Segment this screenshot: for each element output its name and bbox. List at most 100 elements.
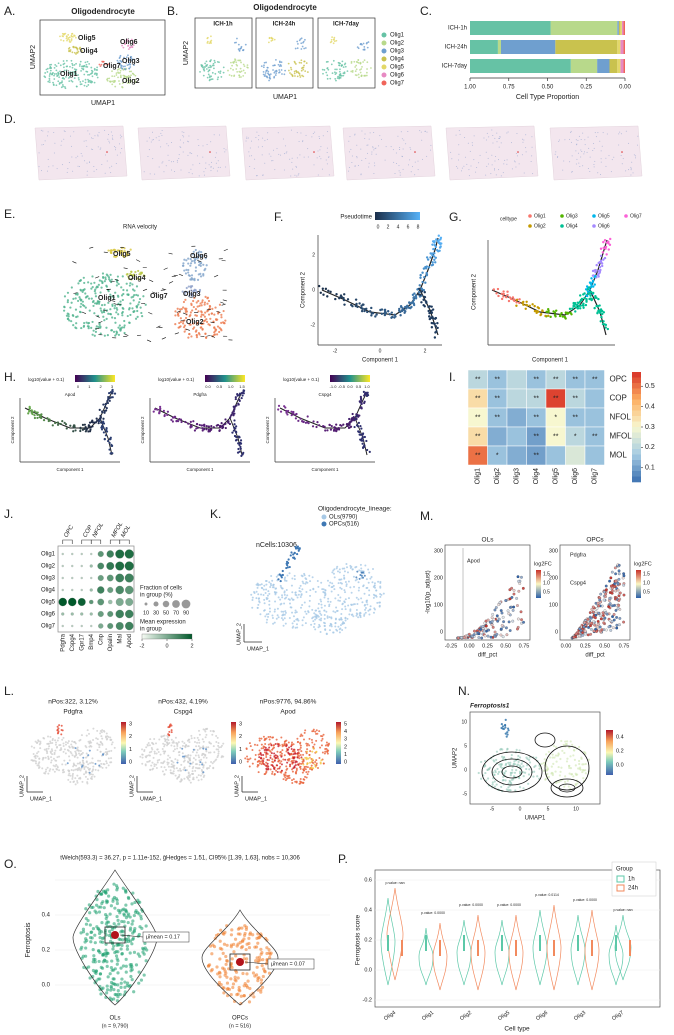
cell-dot xyxy=(105,736,108,739)
cell-dot xyxy=(55,65,58,68)
cell-dot xyxy=(83,84,86,87)
cell-dot xyxy=(317,585,320,588)
cell-dot xyxy=(603,256,607,260)
cell-dot xyxy=(47,755,50,758)
cell-dot xyxy=(71,145,73,147)
significance-label: ** xyxy=(553,376,559,383)
velocity-arrow xyxy=(220,301,225,304)
cell-dot xyxy=(54,765,57,768)
cell-dot xyxy=(434,331,437,334)
cell-dot xyxy=(101,272,105,275)
cell-dot xyxy=(130,80,133,83)
cell-dot xyxy=(594,274,597,278)
cell-dot xyxy=(158,139,160,141)
cell-dot xyxy=(451,158,453,160)
velocity-arrow xyxy=(161,337,166,340)
cell-dot xyxy=(535,309,538,313)
cell-dot xyxy=(367,609,370,612)
cell-dot xyxy=(197,767,200,770)
trajectory xyxy=(321,237,439,316)
cell-dot xyxy=(99,750,102,753)
cell-dot xyxy=(187,336,190,339)
cell-dot xyxy=(88,745,91,748)
cell-dot xyxy=(292,598,295,601)
cell-dot xyxy=(355,614,358,617)
cell-dot xyxy=(313,164,315,166)
cell-dot xyxy=(318,730,321,733)
cell-dot xyxy=(179,317,182,320)
cell-dot xyxy=(63,770,66,773)
colorbar xyxy=(632,432,641,439)
cell-dot xyxy=(125,62,127,64)
cell-dot xyxy=(264,74,266,76)
cell-dot xyxy=(361,130,363,132)
cell-dot xyxy=(294,591,297,594)
cell-dot xyxy=(306,581,309,584)
cell-dot xyxy=(160,735,163,738)
cell-dot xyxy=(191,770,194,773)
cell-dot xyxy=(84,765,87,768)
axis-label: Component 2 xyxy=(301,271,307,308)
cell-dot xyxy=(58,724,61,727)
cluster-label: Olig4 xyxy=(80,48,98,55)
category-label: ICH-1h xyxy=(448,26,467,32)
cell-dot xyxy=(235,63,238,66)
cell-dot xyxy=(81,780,84,783)
cell-dot xyxy=(79,426,82,429)
cell-dot xyxy=(112,330,116,333)
cell-dot xyxy=(275,738,278,741)
cell-dot xyxy=(111,388,114,391)
cell-dot xyxy=(96,66,99,69)
cell-dot xyxy=(430,149,432,151)
cell-dot xyxy=(86,778,89,781)
cell-dot xyxy=(576,307,580,310)
cell-dot xyxy=(260,593,263,596)
cell-dot xyxy=(224,418,227,421)
trajectory xyxy=(99,417,113,456)
cell-dot xyxy=(76,781,79,784)
cell-dot xyxy=(274,591,277,594)
cell-dot xyxy=(592,150,594,152)
cell-dot xyxy=(188,315,191,318)
cell-dot xyxy=(471,144,473,146)
cell-dot xyxy=(286,413,289,416)
cell-dot xyxy=(62,39,65,42)
cell-dot xyxy=(53,152,55,154)
cell-dot xyxy=(94,421,97,424)
cell-dot xyxy=(118,68,120,70)
cell-dot xyxy=(202,740,205,743)
cell-dot xyxy=(281,569,284,573)
gene-dot xyxy=(581,631,584,634)
cell-dot xyxy=(246,136,248,138)
cell-dot xyxy=(271,758,274,761)
cell-dot xyxy=(304,47,307,49)
cell-dot xyxy=(266,618,269,621)
cell-dot xyxy=(335,567,338,570)
cell-dot xyxy=(38,152,40,154)
cell-dot xyxy=(171,142,173,144)
cell-dot xyxy=(34,760,37,763)
gene-dot xyxy=(501,615,505,619)
x-tick-label: 0 xyxy=(379,348,382,354)
gene-dot xyxy=(572,635,576,639)
cell-dot xyxy=(119,71,121,74)
cell-dot xyxy=(75,46,77,49)
cell-dot xyxy=(110,329,113,332)
cell-dot xyxy=(89,133,91,135)
cell-dot xyxy=(102,417,105,420)
colorbar-tick-label: 0.0 xyxy=(205,384,211,389)
cell-dot xyxy=(324,750,327,753)
cell-dot xyxy=(521,154,523,156)
cell-dot xyxy=(515,152,517,154)
cell-dot xyxy=(87,84,90,86)
cell-dot xyxy=(483,137,485,139)
cell-dot xyxy=(293,60,296,63)
cell-dot xyxy=(110,757,113,760)
cell-dot xyxy=(326,151,328,153)
cell-dot xyxy=(555,309,558,312)
cell-dot xyxy=(217,160,219,162)
dot xyxy=(71,564,74,568)
cell-dot xyxy=(602,320,605,323)
cell-dot xyxy=(113,392,117,395)
significance-label: ** xyxy=(573,395,579,402)
